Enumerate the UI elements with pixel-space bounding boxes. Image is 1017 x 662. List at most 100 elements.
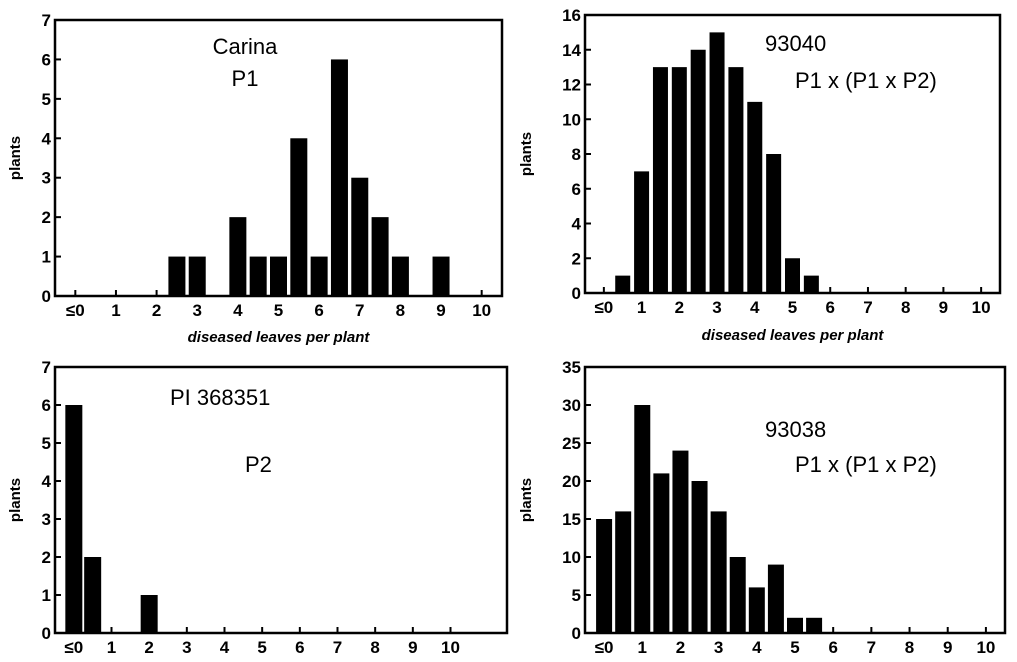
- bar: [729, 557, 746, 633]
- x-tick-label: 5: [274, 301, 283, 320]
- x-tick-label: 4: [752, 638, 762, 657]
- x-tick-label: 10: [976, 638, 995, 657]
- bar: [65, 405, 83, 633]
- y-axis-label: plants: [7, 136, 24, 180]
- bar: [690, 49, 706, 293]
- y-tick-label: 2: [42, 208, 51, 227]
- y-tick-label: 15: [562, 510, 581, 529]
- bar: [290, 138, 308, 296]
- y-axis-label: plants: [7, 478, 24, 522]
- x-tick-label: 5: [788, 298, 797, 317]
- x-tick-label: ≤0: [594, 298, 613, 317]
- x-tick-label: 8: [905, 638, 914, 657]
- x-tick-label: 2: [676, 638, 685, 657]
- chart-annotation: Carina: [213, 34, 279, 59]
- x-tick-label: 10: [972, 298, 991, 317]
- y-tick-label: 4: [42, 472, 52, 491]
- bar: [806, 617, 823, 633]
- chart-annotation: P2: [245, 452, 272, 477]
- bar: [672, 450, 689, 633]
- bar: [432, 256, 450, 296]
- x-tick-label: 3: [714, 638, 723, 657]
- y-tick-label: 3: [42, 169, 51, 188]
- x-tick-label: 6: [295, 638, 304, 657]
- x-tick-label: 3: [712, 298, 721, 317]
- y-tick-label: 0: [572, 284, 581, 303]
- chart-panel-4: 0 5 10 15 20 25 30 35 ≤0 1 2 3 4 5 6 7 8 9 10 plants 93038 P1…: [518, 358, 1007, 657]
- chart-panel-1: 0 1 2 3 4 5 6 7 ≤0 1 2 3 4 5 6 7 8 9 10 plants diseased leav…: [7, 11, 504, 346]
- x-tick-label: 9: [943, 638, 952, 657]
- x-tick-label: 3: [182, 638, 191, 657]
- bar: [168, 256, 186, 296]
- x-tick-label: ≤0: [64, 638, 83, 657]
- y-axis-label: plants: [518, 478, 535, 522]
- chart-annotation: P1 x (P1 x P2): [795, 68, 937, 93]
- x-tick-label: ≤0: [595, 638, 614, 657]
- y-tick-label: 6: [572, 180, 581, 199]
- x-tick-label: 5: [257, 638, 266, 657]
- bar: [371, 217, 389, 296]
- y-tick-label: 4: [572, 215, 582, 234]
- bar: [634, 171, 650, 293]
- plot-frame: [53, 365, 509, 635]
- y-tick-label: 0: [42, 624, 51, 643]
- x-tick-label: 6: [825, 298, 834, 317]
- chart-annotation: PI 368351: [170, 385, 270, 410]
- bar: [709, 32, 725, 293]
- x-tick-label: 1: [107, 638, 116, 657]
- y-tick-label: 25: [562, 434, 581, 453]
- bar: [188, 256, 206, 296]
- y-tick-label: 7: [42, 358, 51, 377]
- x-tick-label: 9: [408, 638, 417, 657]
- chart-panel-3: 0 1 2 3 4 5 6 7 ≤0 1 2 3 4 5 6 7 8 9 10 plants PI 368351 P2: [7, 358, 509, 657]
- x-tick-label: 7: [863, 298, 872, 317]
- y-tick-label: 0: [572, 624, 581, 643]
- bar: [615, 275, 631, 293]
- y-tick-label: 4: [42, 129, 52, 148]
- bar: [767, 564, 784, 633]
- y-tick-label: 30: [562, 396, 581, 415]
- bar: [766, 154, 782, 293]
- plot-frame: [53, 18, 504, 298]
- y-tick-label: 7: [42, 11, 51, 30]
- bar: [310, 256, 328, 296]
- bar: [803, 275, 819, 293]
- x-tick-label: 9: [436, 301, 445, 320]
- bar: [728, 67, 744, 293]
- y-tick-label: 5: [572, 586, 581, 605]
- x-axis-label: diseased leaves per plant: [702, 327, 885, 344]
- x-tick-label: 6: [828, 638, 837, 657]
- bar: [391, 256, 409, 296]
- x-tick-label: 9: [939, 298, 948, 317]
- y-tick-label: 1: [42, 248, 51, 267]
- x-tick-label: 4: [233, 301, 243, 320]
- bar: [615, 511, 632, 633]
- x-tick-label: 7: [355, 301, 364, 320]
- bar: [748, 587, 765, 633]
- x-tick-label: 4: [750, 298, 760, 317]
- y-axis-label: plants: [518, 132, 535, 176]
- chart-annotation: P1: [232, 66, 259, 91]
- bar: [652, 67, 668, 293]
- bar: [249, 256, 267, 296]
- x-tick-label: 8: [370, 638, 379, 657]
- y-tick-label: 12: [562, 76, 581, 95]
- x-tick-label: 1: [111, 301, 120, 320]
- bar: [351, 177, 369, 296]
- bar: [710, 511, 727, 633]
- bar: [229, 217, 247, 296]
- y-tick-label: 3: [42, 510, 51, 529]
- bar: [270, 256, 287, 296]
- chart-annotation: 93040: [765, 31, 826, 56]
- y-tick-label: 10: [562, 110, 581, 129]
- bar: [140, 595, 158, 633]
- y-tick-label: 16: [562, 6, 581, 25]
- y-tick-label: 6: [42, 50, 51, 69]
- bar: [330, 59, 348, 296]
- bar: [691, 481, 708, 633]
- bar: [84, 557, 102, 633]
- y-tick-label: 2: [572, 249, 581, 268]
- x-tick-label: ≤0: [66, 301, 85, 320]
- bar: [785, 258, 800, 293]
